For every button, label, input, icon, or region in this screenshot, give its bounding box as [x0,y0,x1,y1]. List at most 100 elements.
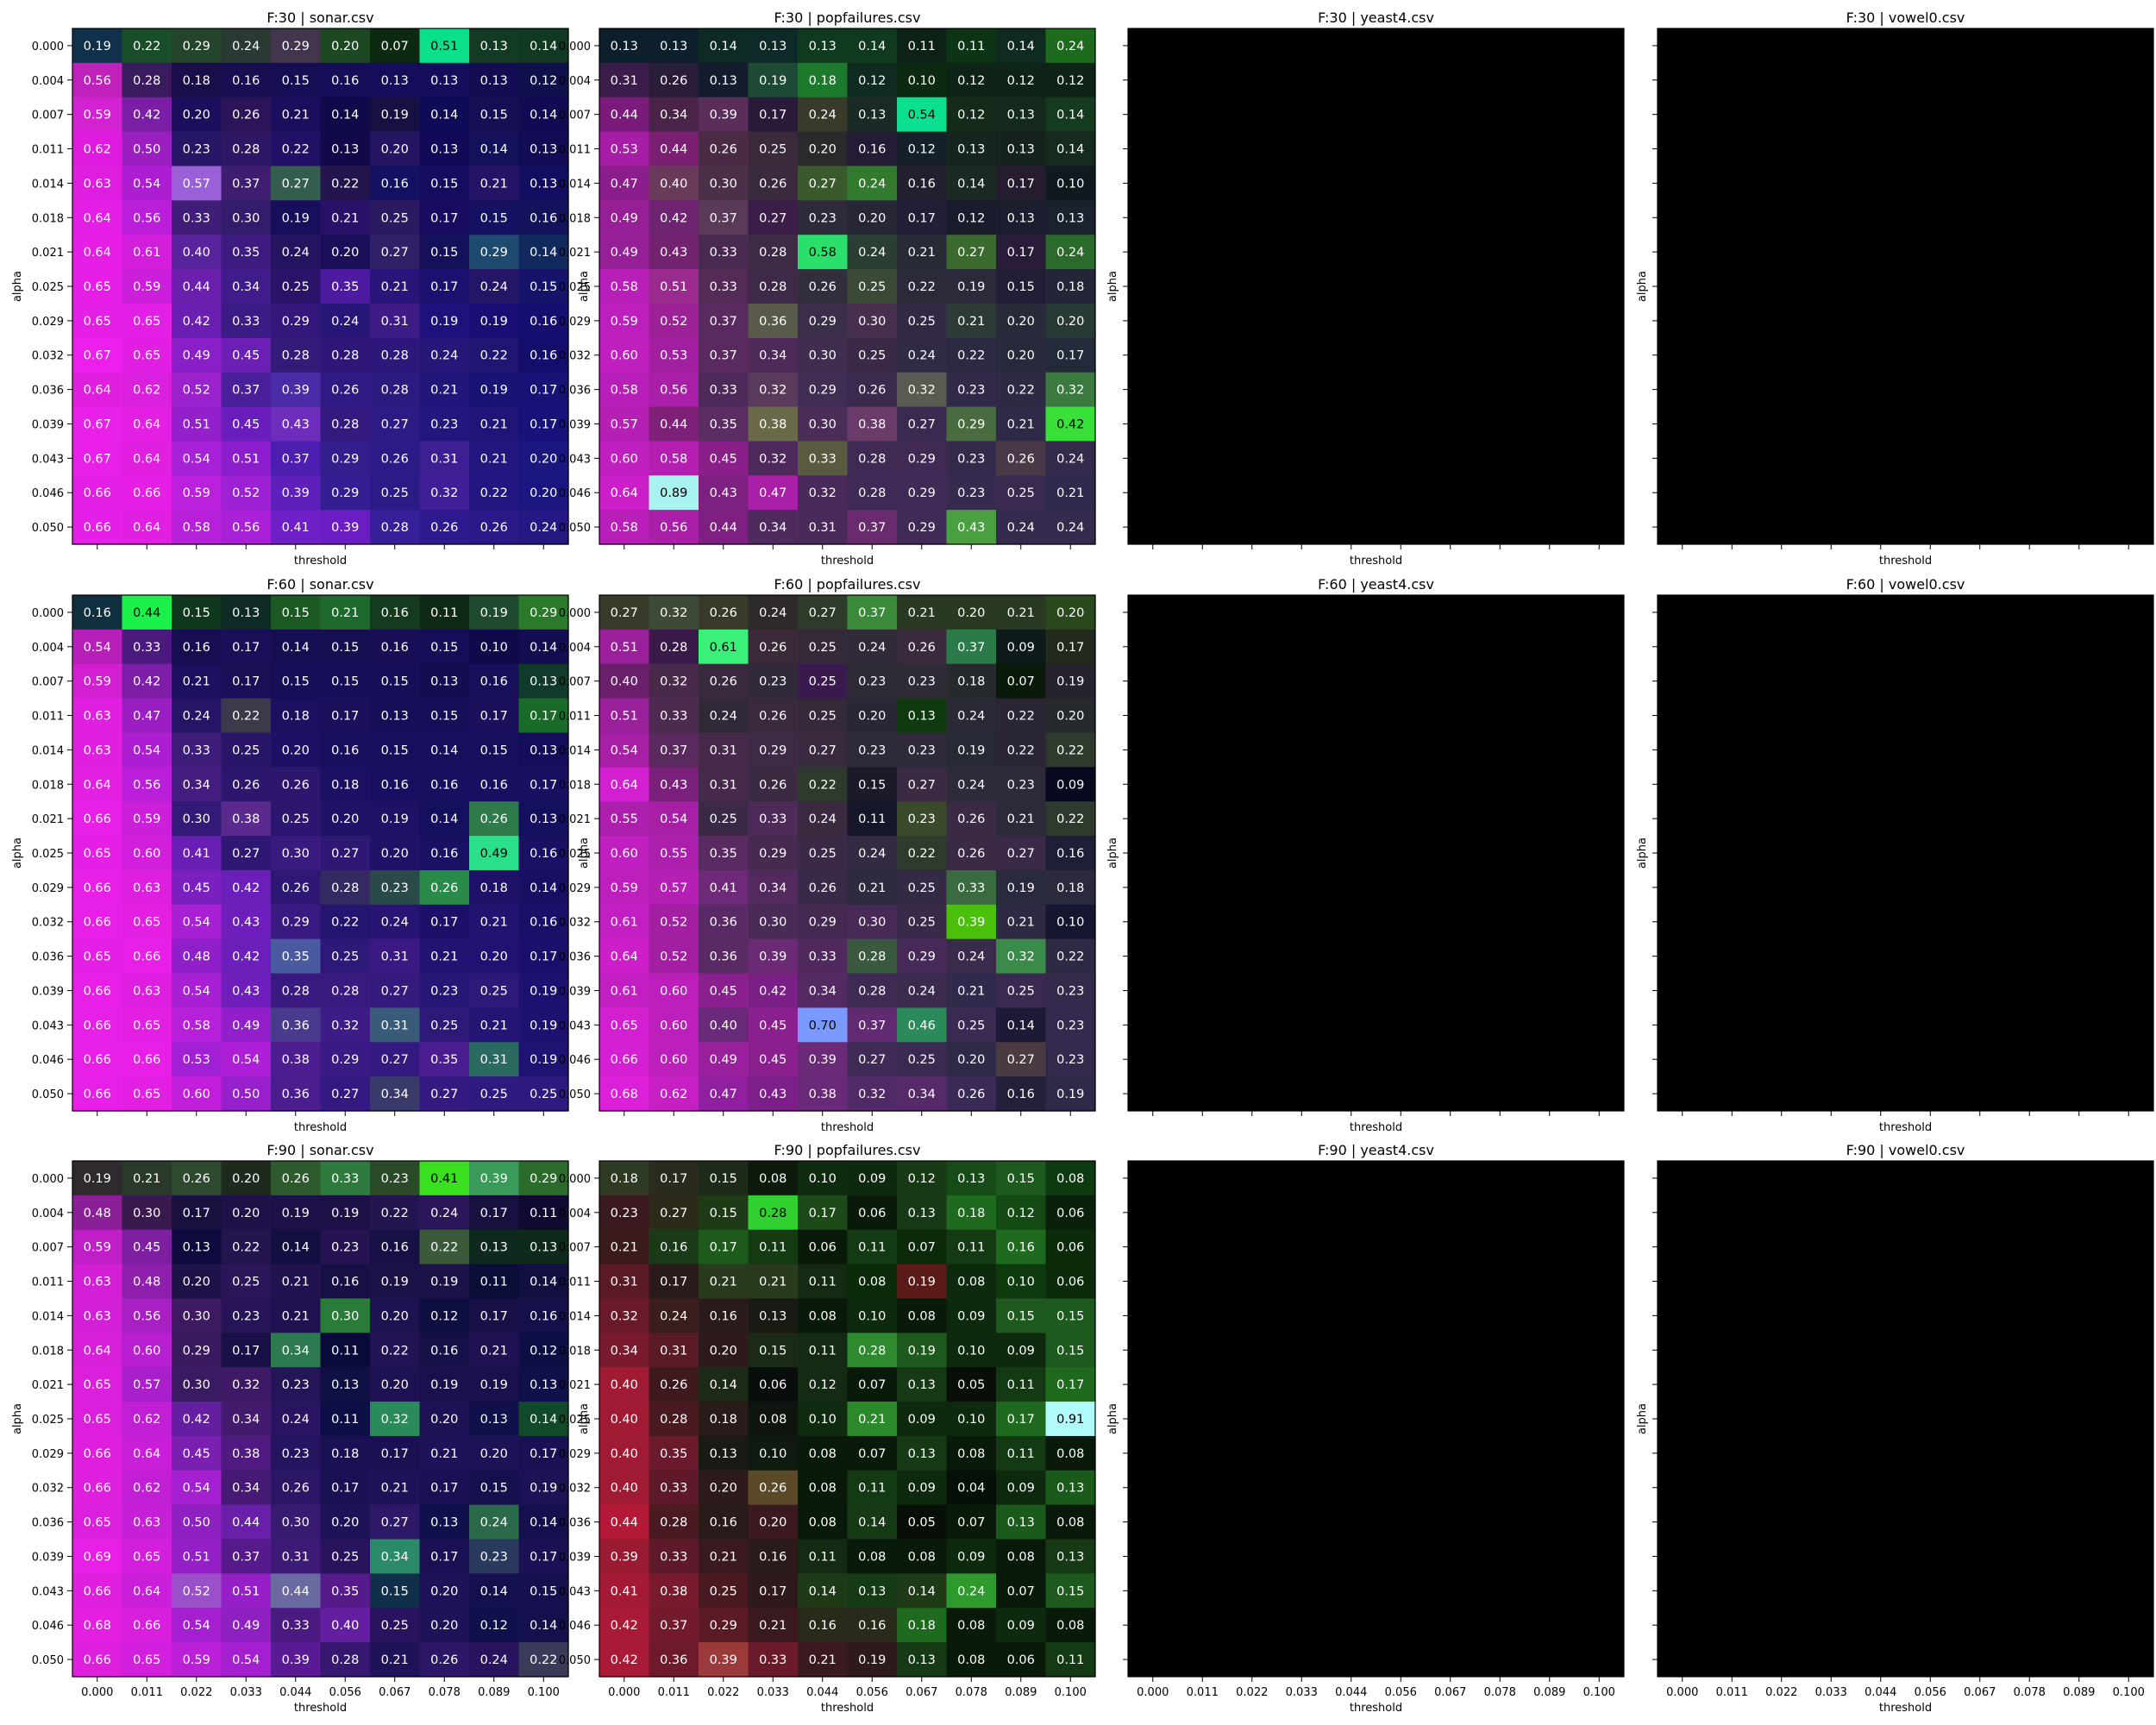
cell-value-label: 0.34 [809,984,837,998]
y-tick-label: 0.007 [559,110,591,122]
heatmap-cell [419,303,470,339]
cell-value-label: 0.66 [84,1088,111,1101]
cell-value-label: 0.11 [1056,1653,1084,1667]
cell-value-label: 0.44 [660,417,687,431]
heatmap-cell [748,1333,799,1368]
heatmap-cell [469,904,520,940]
cell-value-label: 0.19 [908,1276,936,1289]
cell-value-label: 0.20 [710,1482,737,1496]
x-axis-label: threshold [821,1121,874,1134]
heatmap-cell [946,28,997,64]
cell-value-label: 0.25 [232,743,260,757]
heatmap-cell [122,869,172,906]
cell-value-label: 0.56 [660,384,687,398]
cell-value-label: 0.37 [232,177,260,191]
heatmap-cell [798,269,849,304]
heatmap-cell [946,235,997,270]
y-tick-label: 0.011 [32,711,64,724]
heatmap-cell [946,1195,997,1231]
cell-value-label: 0.15 [1056,1584,1084,1598]
heatmap-cell [649,200,699,235]
cell-value-label: 0.66 [611,1053,638,1067]
heatmap-cell [699,1195,749,1231]
cell-value-label: 0.24 [908,349,936,363]
heatmap-cell [798,1435,849,1471]
cell-value-label: 0.21 [759,1276,787,1289]
cell-value-label: 0.37 [858,1019,886,1032]
cell-value-label: 0.24 [1007,521,1035,535]
cell-value-label: 0.17 [1056,641,1084,655]
heatmap-cell [221,1042,272,1077]
heatmap-cell [649,1573,699,1609]
cell-value-label: 0.39 [710,109,737,122]
heatmap-cell [649,1229,699,1265]
y-axis-label: alpha [1636,837,1649,869]
heatmap-cell [699,200,749,235]
heatmap-cell [748,1161,799,1196]
heatmap-cell [946,801,997,837]
cell-value-label: 0.21 [480,177,508,191]
panel-title: F:30 | vowel0.csv [1846,9,1965,26]
heatmap-cell [996,1402,1047,1437]
cell-value-label: 0.22 [1056,743,1084,757]
cell-value-label: 0.35 [430,1053,458,1067]
heatmap-cell [72,973,123,1008]
cell-value-label: 0.10 [480,641,508,655]
heatmap-cell [946,441,997,476]
cell-value-label: 0.14 [282,1241,310,1255]
heatmap-cell [320,441,371,476]
heatmap-cell [72,869,123,906]
cell-value-label: 0.31 [381,950,409,964]
cell-value-label: 0.64 [133,521,160,535]
cell-value-label: 0.13 [530,743,557,757]
heatmap-cell [370,1042,421,1077]
cell-value-label: 0.24 [858,847,886,861]
heatmap-cell [1045,166,1096,201]
heatmap-cell [649,836,699,871]
cell-value-label: 0.16 [530,349,557,363]
cell-value-label: 0.17 [710,1241,737,1255]
cell-value-label: 0.65 [611,1019,638,1032]
heatmap-cell [271,1161,322,1196]
cell-value-label: 0.21 [809,1653,837,1667]
cell-value-label: 0.13 [759,40,787,53]
heatmap-cell [469,1573,520,1609]
heatmap-cell [1045,1042,1096,1077]
heatmap-cell [320,1076,371,1112]
cell-value-label: 0.12 [430,1309,458,1323]
heatmap-cell [798,475,849,511]
cell-value-label: 0.32 [331,1019,359,1032]
cell-value-label: 0.26 [660,74,687,88]
heatmap-cell [847,510,898,545]
cell-value-label: 0.29 [809,384,837,398]
heatmap-cell [172,1298,222,1333]
heatmap-cell [72,1504,123,1540]
cell-value-label: 0.14 [858,40,886,53]
heatmap-cell [72,1539,123,1574]
cell-value-label: 0.59 [84,1241,111,1255]
heatmap-cell [599,235,650,270]
cell-value-label: 0.24 [858,246,886,260]
heatmap-cell [469,1042,520,1077]
heatmap-cell [172,1007,222,1043]
x-tick-label: 0.056 [856,1686,888,1699]
heatmap-cell [221,1298,272,1333]
cell-value-label: 0.23 [1056,1053,1084,1067]
heatmap-cell [946,1573,997,1609]
heatmap-cell [996,1539,1047,1574]
cell-value-label: 0.34 [232,1413,260,1427]
heatmap-cell [699,62,749,98]
cell-value-label: 0.29 [809,315,837,329]
cell-value-label: 0.58 [660,452,687,466]
cell-value-label: 0.39 [759,950,787,964]
heatmap-panel [1658,28,2153,544]
heatmap-cell [271,767,322,802]
heatmap-cell [72,1007,123,1043]
cell-value-label: 0.15 [381,1584,409,1598]
heatmap-cell [649,28,699,64]
heatmap-cell [1045,1298,1096,1333]
heatmap-cell [847,1435,898,1471]
panel-title: F:60 | popfailures.csv [774,576,921,593]
heatmap-cell [847,1402,898,1437]
cell-value-label: 0.29 [908,452,936,466]
